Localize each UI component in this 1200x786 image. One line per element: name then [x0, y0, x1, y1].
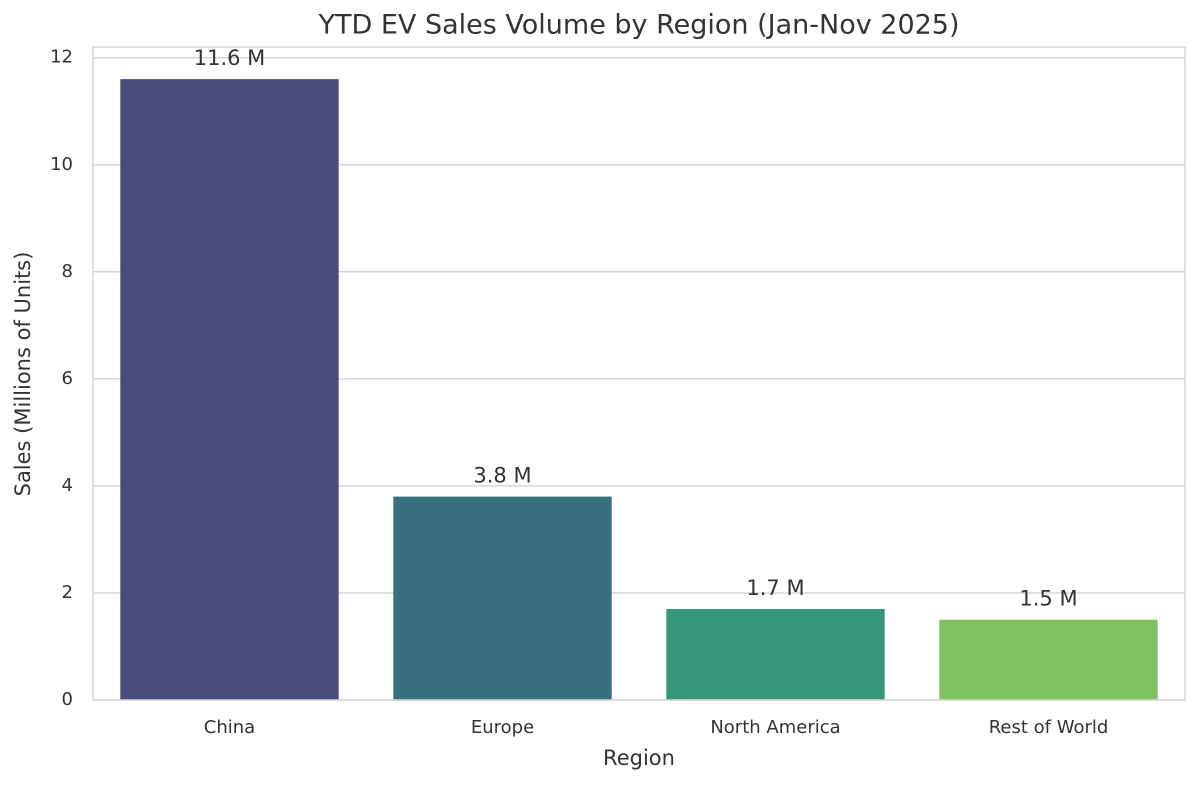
x-tick-label: North America	[710, 717, 840, 738]
plot-frame	[92, 46, 1186, 701]
bar	[120, 79, 339, 701]
value-label: 3.8 M	[473, 464, 531, 488]
y-tick-label: 4	[62, 475, 73, 496]
chart-title: YTD EV Sales Volume by Region (Jan-Nov 2…	[317, 10, 959, 41]
bar	[393, 496, 612, 700]
x-tick-label: Europe	[471, 717, 534, 738]
x-tick-label: Rest of World	[989, 717, 1109, 738]
y-tick-label: 6	[62, 368, 73, 389]
bar	[666, 609, 885, 700]
y-tick-label: 2	[62, 582, 73, 603]
bar	[939, 619, 1158, 700]
value-label: 1.5 M	[1019, 587, 1077, 611]
y-tick-label: 12	[50, 47, 73, 68]
value-label: 1.7 M	[746, 576, 804, 600]
x-tick-label: China	[204, 717, 255, 738]
y-tick-label: 10	[50, 154, 73, 175]
y-tick-label: 8	[62, 261, 73, 282]
x-axis-label: Region	[603, 746, 675, 770]
value-label: 11.6 M	[194, 46, 266, 70]
y-axis-label: Sales (Millions of Units)	[11, 252, 35, 497]
y-tick-label: 0	[62, 689, 73, 710]
